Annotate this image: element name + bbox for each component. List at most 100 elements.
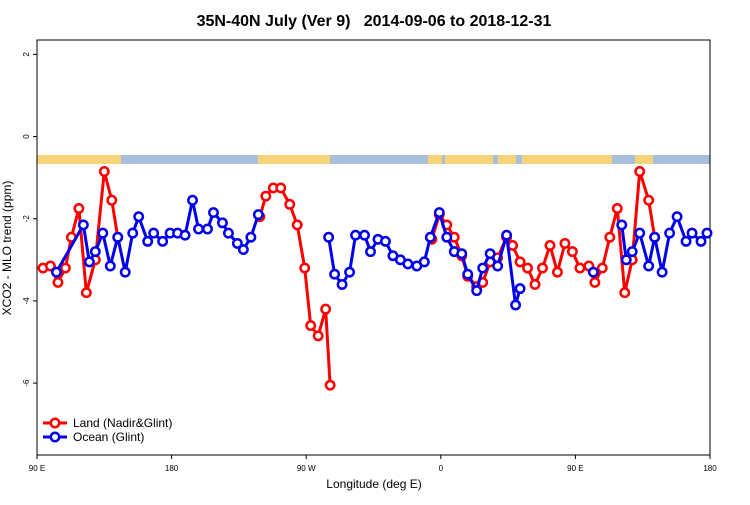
y-tick-label: 2 [22, 52, 31, 57]
point [471, 285, 483, 297]
point [365, 246, 376, 258]
x-tick-label: 90 W [297, 464, 316, 473]
x-tick-label: 90 E [567, 464, 583, 473]
point [312, 330, 324, 342]
point [680, 235, 692, 247]
point [97, 227, 109, 239]
point [596, 262, 608, 274]
point [193, 223, 204, 235]
point [291, 219, 303, 231]
point [418, 256, 430, 268]
point [299, 262, 311, 274]
point [686, 227, 698, 239]
point [695, 235, 707, 247]
point [202, 223, 213, 235]
point [45, 260, 56, 272]
point [634, 166, 646, 177]
point [284, 198, 296, 210]
point [323, 231, 335, 243]
point [112, 231, 124, 243]
point [619, 287, 631, 299]
point [89, 246, 101, 258]
point [305, 320, 317, 332]
x-axis-label: Longitude (deg E) [326, 477, 421, 491]
point [611, 203, 623, 214]
point [424, 231, 436, 243]
point [252, 209, 264, 221]
point [616, 219, 628, 231]
point [544, 239, 556, 251]
y-tick-label: 0 [22, 134, 31, 139]
point [649, 231, 661, 243]
point [620, 254, 632, 266]
point [559, 237, 571, 249]
point [626, 246, 638, 258]
point [52, 276, 64, 288]
point [514, 256, 526, 268]
point [604, 231, 616, 243]
point [566, 246, 578, 258]
point [80, 287, 92, 299]
x-tick-label: 180 [165, 464, 179, 473]
point [179, 229, 191, 241]
point [587, 266, 599, 278]
point [324, 379, 336, 391]
point [98, 166, 110, 177]
x-tick-label: 90 E [29, 464, 45, 473]
point [456, 248, 468, 260]
point [643, 194, 655, 206]
point [208, 207, 219, 219]
point [574, 262, 586, 274]
series-line [55, 198, 709, 307]
point [329, 268, 341, 280]
point [402, 258, 414, 270]
point [380, 235, 391, 247]
point [50, 266, 62, 278]
point [73, 203, 85, 214]
point [484, 248, 496, 260]
legend-marker [49, 431, 61, 443]
point [83, 256, 95, 268]
point [462, 268, 474, 280]
y-axis-label: XCO2 - MLO trend (ppm) [0, 181, 14, 316]
point [510, 299, 522, 311]
point [671, 211, 683, 223]
point [142, 235, 154, 247]
point [477, 262, 489, 274]
point [634, 227, 646, 239]
point [127, 227, 139, 239]
point [514, 283, 526, 295]
land-ocean-strip [37, 155, 710, 164]
point [59, 262, 71, 274]
point [441, 231, 453, 243]
point [552, 266, 563, 278]
point [133, 211, 145, 223]
point [77, 219, 89, 231]
point [664, 227, 676, 239]
point [350, 229, 362, 241]
x-tick-label: 0 [439, 464, 444, 473]
point [231, 237, 243, 249]
point [320, 303, 332, 315]
y-tick-label: -6 [22, 379, 31, 387]
point [589, 276, 601, 288]
point [522, 262, 533, 274]
x-tick-label: 180 [703, 464, 717, 473]
point [701, 227, 713, 239]
y-tick-label: -2 [22, 215, 31, 223]
y-tick-label: -4 [22, 297, 31, 305]
point [537, 262, 548, 274]
point [529, 279, 541, 290]
point [344, 266, 356, 278]
point [119, 266, 131, 278]
point [104, 260, 116, 272]
point [222, 227, 234, 239]
point [501, 229, 513, 241]
point [187, 194, 198, 206]
chart-title: 35N-40N July (Ver 9) 2014-09-06 to 2018-… [197, 13, 552, 30]
point [157, 235, 169, 247]
point [245, 231, 257, 243]
legend-label: Ocean (Glint) [73, 430, 144, 444]
point [336, 279, 348, 290]
